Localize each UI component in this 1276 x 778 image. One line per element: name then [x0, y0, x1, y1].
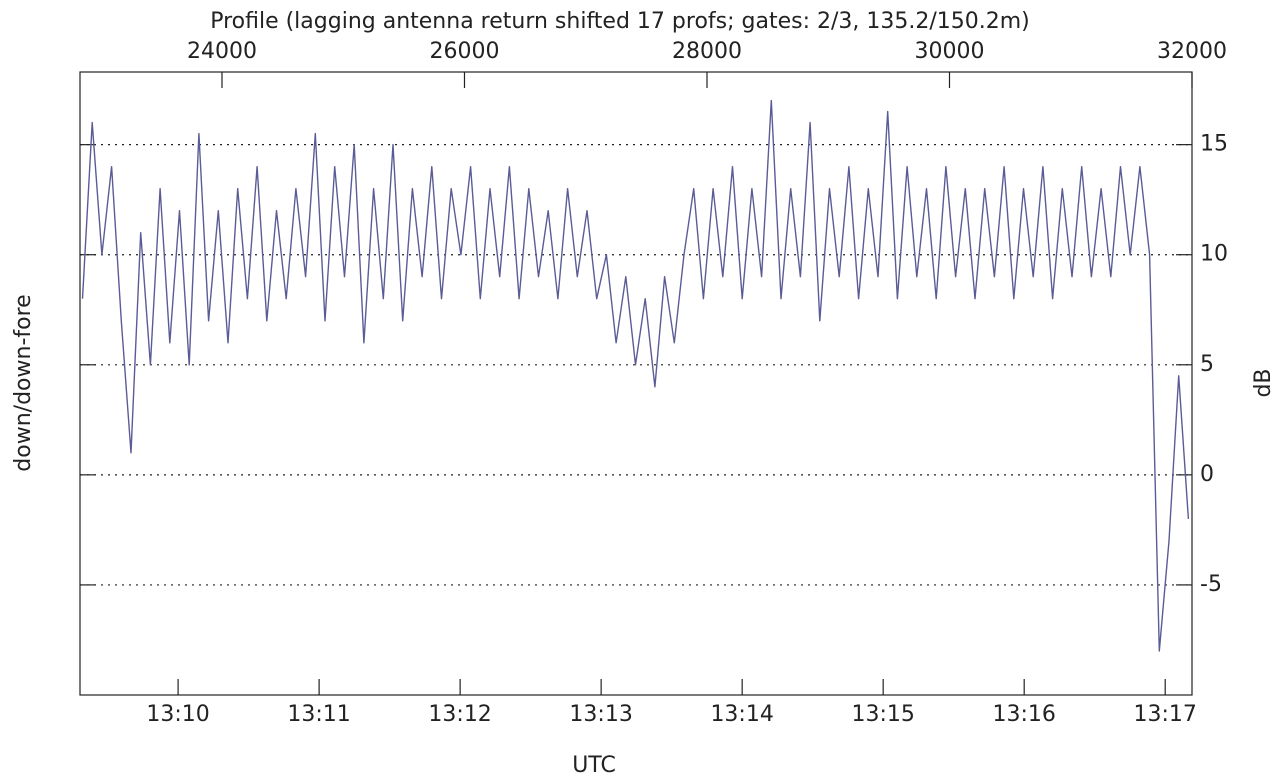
y2-axis-label: dB — [1251, 368, 1276, 397]
x2-tick-label: 24000 — [187, 39, 257, 64]
x-tick-label: 13:10 — [146, 702, 209, 727]
y2-tick-label: -5 — [1200, 572, 1222, 597]
y2-tick-label: 15 — [1200, 132, 1228, 157]
x2-tick-label: 30000 — [914, 39, 984, 64]
y2-tick-label: 5 — [1200, 352, 1214, 377]
y2-tick-label: 0 — [1200, 462, 1214, 487]
x2-tick-label: 28000 — [672, 39, 742, 64]
x-tick-label: 13:15 — [851, 702, 914, 727]
chart-title: Profile (lagging antenna return shifted … — [210, 9, 1030, 34]
x-tick-label: 13:16 — [992, 702, 1055, 727]
x2-tick-label: 26000 — [429, 39, 499, 64]
data-line — [81, 99, 1190, 652]
x-axis-label: UTC — [572, 753, 616, 778]
x-tick-label: 13:17 — [1134, 702, 1197, 727]
x-tick-label: 13:11 — [287, 702, 350, 727]
y2-tick-label: 10 — [1200, 242, 1228, 267]
x-tick-label: 13:12 — [428, 702, 491, 727]
x-tick-label: 13:13 — [569, 702, 632, 727]
x2-tick-label: 32000 — [1157, 39, 1227, 64]
x-tick-label: 13:14 — [710, 702, 773, 727]
plot-frame — [79, 71, 1193, 696]
y-axis-label: down/down-fore — [11, 294, 36, 471]
